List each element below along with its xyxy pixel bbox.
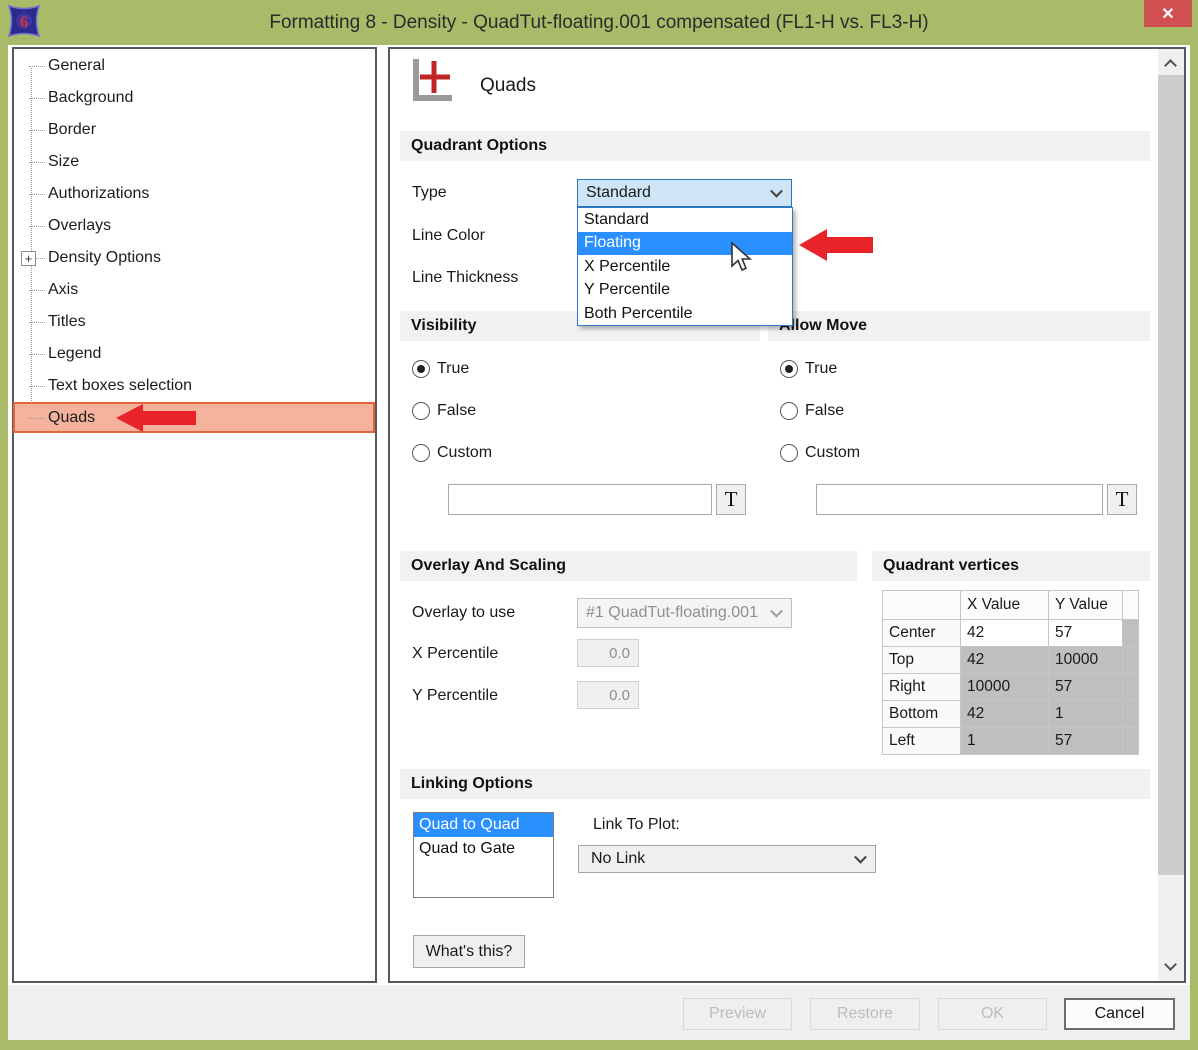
x-percentile-field: 0.0 [577, 639, 639, 667]
sidebar-item-border[interactable]: Border [13, 115, 375, 145]
table-row-left: Left 1 57 [882, 727, 1139, 755]
overlay-to-use-dropdown: #1 QuadTut-floating.001 [577, 598, 792, 628]
mouse-cursor-icon [731, 242, 753, 272]
radio-icon [780, 402, 798, 420]
table-header-row: X Value Y Value [882, 590, 1139, 620]
app-icon: 6 [8, 4, 40, 38]
panel-scrollbar[interactable] [1158, 49, 1184, 981]
y-percentile-label: Y Percentile [412, 687, 498, 704]
visibility-radio-false[interactable]: False [412, 401, 476, 421]
table-row-center: Center 42 57 [882, 619, 1139, 647]
table-row-bottom: Bottom 42 1 [882, 700, 1139, 728]
scroll-up-icon[interactable] [1164, 59, 1177, 72]
link-to-plot-label: Link To Plot: [593, 816, 680, 833]
allow-move-custom-input[interactable] [816, 484, 1103, 515]
whats-this-button[interactable]: What's this? [413, 935, 525, 968]
chevron-down-icon [770, 604, 783, 618]
annotation-arrow-floating-icon [799, 229, 873, 261]
annotation-arrow-quads-icon [116, 404, 196, 432]
radio-selected-icon [412, 360, 430, 378]
type-label: Type [412, 184, 447, 201]
radio-selected-icon [780, 360, 798, 378]
sidebar-item-axis[interactable]: Axis [13, 275, 375, 305]
link-to-plot-dropdown[interactable]: No Link [578, 845, 876, 873]
sidebar-item-text-boxes-selection[interactable]: Text boxes selection [13, 371, 375, 401]
sidebar-panel [12, 47, 377, 983]
type-dropdown[interactable]: Standard [577, 179, 792, 207]
dropdown-option-standard[interactable]: Standard [584, 210, 649, 228]
sidebar-item-overlays[interactable]: Overlays [13, 211, 375, 241]
chevron-down-icon [770, 184, 783, 198]
chevron-down-icon [854, 850, 867, 864]
list-item-quad-to-gate[interactable]: Quad to Gate [419, 840, 516, 857]
allow-move-radio-true[interactable]: True [780, 359, 837, 379]
line-thickness-label: Line Thickness [412, 269, 519, 286]
radio-icon [412, 402, 430, 420]
sidebar-item-size[interactable]: Size [13, 147, 375, 177]
dropdown-option-y-percentile[interactable]: Y Percentile [584, 281, 670, 299]
radio-icon [780, 444, 798, 462]
dropdown-option-floating[interactable]: Floating [578, 231, 792, 255]
table-row-top: Top 42 10000 [882, 646, 1139, 674]
section-quadrant-vertices: Quadrant vertices [872, 551, 1150, 581]
tree-line [31, 68, 32, 421]
section-linking-options: Linking Options [400, 769, 1150, 799]
sidebar-item-background[interactable]: Background [13, 83, 375, 113]
scroll-down-icon[interactable] [1164, 958, 1177, 971]
preview-button: Preview [683, 998, 792, 1030]
allow-move-text-button[interactable]: T [1107, 484, 1137, 515]
visibility-radio-custom[interactable]: Custom [412, 443, 492, 463]
quadrant-vertices-table: X Value Y Value Center 42 57 Top 42 1000… [882, 590, 1139, 755]
visibility-text-button[interactable]: T [716, 484, 746, 515]
center-x-cell[interactable]: 42 [960, 619, 1049, 647]
allow-move-radio-custom[interactable]: Custom [780, 443, 860, 463]
type-dropdown-open-list: Standard Floating X Percentile Y Percent… [577, 207, 793, 326]
dropdown-option-x-percentile[interactable]: X Percentile [584, 257, 671, 275]
visibility-radio-true[interactable]: True [412, 359, 469, 379]
tree-expand-icon[interactable]: + [21, 251, 36, 266]
section-quadrant-options: Quadrant Options [400, 131, 1150, 161]
sidebar-item-authorizations[interactable]: Authorizations [13, 179, 375, 209]
table-row-right: Right 10000 57 [882, 673, 1139, 701]
scrollbar-thumb[interactable] [1158, 75, 1184, 875]
x-percentile-label: X Percentile [412, 645, 499, 662]
ok-button: OK [938, 998, 1047, 1030]
dropdown-option-both-percentile[interactable]: Both Percentile [584, 304, 693, 322]
quads-icon [413, 59, 452, 101]
restore-button: Restore [810, 998, 920, 1030]
close-icon: ✕ [1161, 5, 1175, 23]
list-item-quad-to-quad[interactable]: Quad to Quad [414, 813, 553, 837]
sidebar-item-titles[interactable]: Titles [13, 307, 375, 337]
close-button[interactable]: ✕ [1144, 0, 1192, 27]
y-percentile-field: 0.0 [577, 681, 639, 709]
dialog-title: Formatting 8 - Density - QuadTut-floatin… [269, 11, 929, 33]
center-y-cell[interactable]: 57 [1048, 619, 1123, 647]
linking-listbox: Quad to Quad Quad to Gate [413, 812, 554, 898]
cancel-button[interactable]: Cancel [1064, 998, 1175, 1030]
radio-icon [412, 444, 430, 462]
visibility-custom-input[interactable] [448, 484, 712, 515]
svg-text:6: 6 [20, 14, 28, 31]
overlay-to-use-label: Overlay to use [412, 604, 516, 621]
sidebar-item-quads[interactable]: Quads [13, 403, 375, 433]
section-allow-move: Allow Move [768, 311, 1150, 341]
allow-move-radio-false[interactable]: False [780, 401, 844, 421]
sidebar-item-general[interactable]: General [13, 51, 375, 81]
page-title: Quads [480, 75, 536, 96]
section-overlay-and-scaling: Overlay And Scaling [400, 551, 857, 581]
sidebar-item-density-options[interactable]: Density Options [13, 243, 375, 273]
line-color-label: Line Color [412, 227, 485, 244]
sidebar-item-legend[interactable]: Legend [13, 339, 375, 369]
